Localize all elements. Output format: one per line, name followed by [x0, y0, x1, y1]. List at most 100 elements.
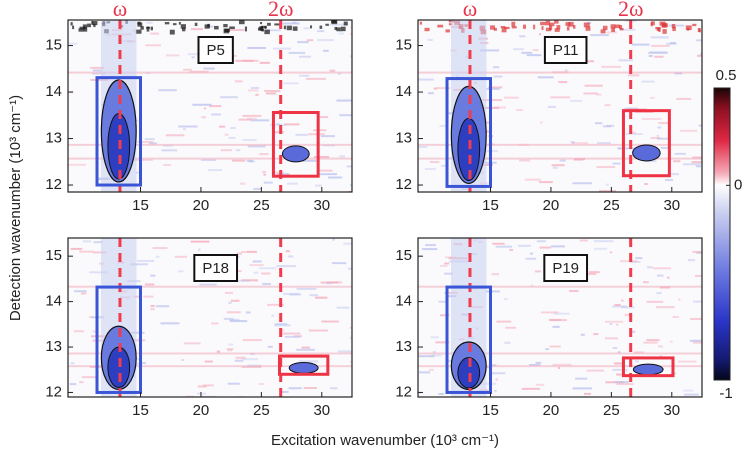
texture: [629, 330, 636, 333]
speckle: [343, 21, 348, 26]
texture: [292, 21, 297, 24]
speckle: [618, 25, 623, 30]
texture: [230, 127, 236, 130]
texture: [695, 274, 702, 277]
texture: [234, 359, 244, 362]
heatmap: [68, 238, 352, 397]
texture: [228, 343, 234, 346]
texture: [605, 337, 618, 340]
texture: [656, 292, 662, 295]
x-tick-label: 20: [193, 402, 210, 419]
texture: [235, 59, 254, 62]
texture: [534, 270, 541, 273]
texture: [665, 178, 674, 181]
texture: [93, 241, 103, 244]
texture: [427, 38, 433, 41]
texture: [486, 87, 500, 90]
texture: [89, 316, 93, 319]
texture: [325, 282, 332, 285]
region-box: [277, 354, 330, 376]
speckle: [214, 25, 219, 30]
texture: [143, 295, 154, 298]
texture: [192, 103, 212, 106]
blob: [632, 144, 661, 162]
texture: [248, 89, 259, 92]
speckle: [93, 24, 96, 28]
texture: [482, 99, 502, 102]
speckle: [672, 26, 676, 32]
texture: [242, 339, 263, 342]
texture: [241, 250, 257, 253]
texture: [532, 49, 539, 52]
texture: [489, 372, 506, 375]
texture: [295, 133, 308, 136]
texture: [191, 56, 195, 59]
texture: [682, 163, 701, 166]
annotation-label: 2ω: [268, 0, 293, 21]
texture: [301, 346, 310, 349]
texture: [552, 363, 572, 366]
texture: [247, 250, 257, 253]
texture: [73, 290, 87, 293]
texture: [160, 322, 180, 325]
texture: [430, 336, 439, 339]
texture: [480, 49, 500, 52]
texture: [609, 322, 613, 325]
speckle: [87, 23, 91, 28]
texture: [178, 125, 198, 128]
texture: [81, 376, 97, 379]
texture: [227, 382, 240, 385]
speckle: [448, 23, 453, 26]
texture: [288, 387, 302, 390]
texture: [690, 317, 702, 320]
texture: [654, 55, 664, 58]
texture: [236, 252, 242, 255]
speckle: [419, 21, 423, 25]
texture: [135, 171, 142, 174]
texture: [91, 335, 111, 338]
speckle: [310, 25, 313, 29]
stripe: [418, 157, 702, 160]
colorbar-tick-label: -1: [719, 385, 732, 402]
texture: [658, 345, 664, 348]
y-tick-label: 12: [395, 383, 412, 400]
speckle: [204, 24, 210, 29]
texture: [280, 390, 289, 393]
speckle: [662, 29, 667, 34]
x-tick-label: 20: [543, 402, 560, 419]
texture: [276, 265, 297, 268]
texture: [647, 266, 653, 269]
texture: [634, 360, 639, 363]
speckle: [585, 26, 591, 31]
speckle: [619, 28, 624, 31]
texture: [182, 128, 186, 131]
texture: [319, 116, 329, 119]
y-tick-label: 13: [395, 338, 412, 355]
texture: [631, 43, 650, 46]
annotation-label: ω: [463, 0, 477, 21]
texture: [678, 360, 697, 363]
texture: [282, 332, 301, 335]
texture: [337, 350, 352, 353]
texture: [81, 292, 87, 295]
texture: [539, 246, 552, 249]
texture: [538, 181, 553, 184]
texture: [439, 124, 447, 127]
texture: [575, 377, 588, 380]
colorbar-tick-label: 0: [734, 176, 742, 193]
texture: [570, 99, 583, 102]
speckle: [239, 20, 245, 25]
texture: [599, 189, 617, 192]
speckle: [229, 26, 235, 30]
texture: [582, 273, 597, 276]
speckle: [511, 26, 517, 29]
texture: [624, 313, 630, 316]
plot-frame: [67, 237, 353, 398]
texture: [536, 240, 546, 243]
speckle: [83, 27, 88, 32]
texture: [485, 290, 500, 293]
blob: [281, 145, 310, 163]
texture: [165, 54, 180, 57]
texture: [659, 355, 663, 358]
speckle: [178, 21, 181, 25]
